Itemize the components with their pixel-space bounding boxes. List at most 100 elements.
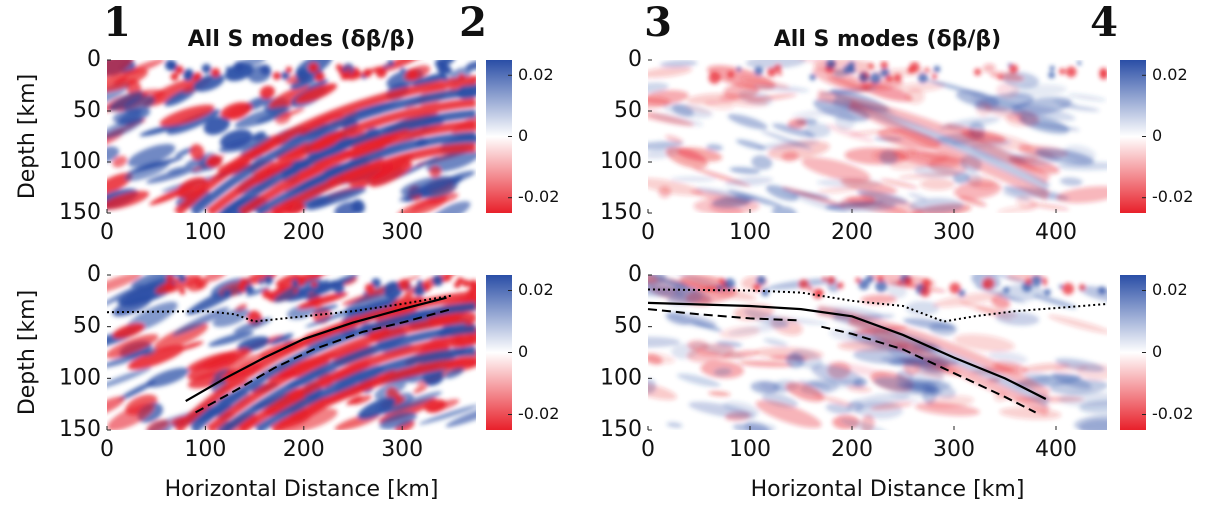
texture-blob (666, 422, 683, 428)
texture-blob (887, 281, 907, 299)
texture-blob (889, 393, 921, 403)
texture-blob (445, 404, 476, 428)
texture-blob (939, 116, 1001, 130)
x-tick-label: 400 (1035, 437, 1077, 462)
texture-speckle (847, 61, 856, 69)
texture-speckle (718, 277, 726, 285)
texture-blob (127, 143, 176, 168)
texture-blob (1052, 99, 1078, 107)
texture-blob (667, 291, 703, 306)
texture-blob (982, 63, 996, 73)
texture-speckle (192, 73, 201, 82)
texture-blob (688, 401, 757, 419)
texture-blob (465, 61, 476, 71)
texture-blob (719, 326, 760, 340)
texture-blob (840, 418, 889, 430)
texture-blob (732, 423, 776, 430)
texture-speckle (877, 275, 884, 282)
panel-number: 2 (459, 0, 487, 46)
texture-blob (929, 322, 957, 336)
texture-speckle (468, 279, 476, 289)
texture-blob (227, 105, 249, 121)
texture-blob (107, 146, 120, 163)
x-tick-label: 300 (381, 437, 423, 462)
texture-blob (204, 347, 250, 370)
tomography-image (648, 275, 1107, 430)
texture-blob (412, 73, 447, 88)
texture-blob (873, 376, 942, 396)
texture-blob (648, 109, 695, 126)
texture-blob (781, 186, 846, 208)
texture-speckle (387, 60, 395, 67)
texture-speckle (1025, 278, 1032, 285)
texture-blob (121, 276, 174, 307)
texture-blob (212, 308, 250, 328)
texture-blob (772, 123, 816, 138)
colorbar-tick-label: 0 (518, 342, 528, 361)
texture-blob (382, 60, 429, 72)
interpretation-line (185, 296, 447, 403)
texture-blob (1019, 115, 1070, 134)
texture-blob (908, 197, 964, 213)
texture-blob (933, 292, 1004, 308)
texture-blob (991, 296, 1011, 309)
texture-blob (256, 113, 278, 124)
texture-band (270, 357, 476, 430)
texture-blob (1022, 363, 1071, 372)
texture-blob (295, 68, 310, 83)
texture-speckle (917, 73, 928, 84)
texture-blob (1059, 177, 1083, 186)
texture-blob (174, 147, 195, 158)
texture-blob (107, 117, 144, 139)
texture-blob (713, 367, 732, 377)
texture-blob (960, 129, 1006, 143)
texture-blob (342, 276, 358, 286)
texture-blob (287, 304, 316, 320)
texture-blob (648, 275, 658, 285)
texture-blob (677, 373, 721, 387)
texture-speckle (363, 68, 372, 78)
texture-blob (880, 178, 918, 189)
texture-speckle (364, 283, 375, 294)
tomography-image (648, 60, 1107, 213)
texture-speckle (296, 289, 303, 295)
texture-blob (192, 73, 225, 92)
texture-speckle (723, 278, 736, 290)
texture-blob (953, 334, 1015, 352)
texture-speckle (277, 283, 286, 292)
texture-blob (926, 395, 975, 409)
texture-blob (708, 202, 744, 213)
texture-speckle (1042, 277, 1048, 283)
texture-blob (648, 352, 675, 365)
texture-blob (208, 331, 254, 347)
colorbar-tick-label: 0.02 (518, 280, 554, 299)
texture-speckle (174, 65, 184, 75)
texture-speckle (222, 289, 232, 298)
texture-speckle (413, 284, 426, 297)
x-tick-label: 300 (933, 437, 975, 462)
texture-blob (763, 338, 788, 347)
texture-blob (648, 275, 698, 293)
texture-blob (237, 336, 270, 352)
texture-blob (659, 60, 698, 68)
texture-blob (146, 167, 196, 184)
texture-blob (706, 144, 723, 152)
texture-blob (305, 275, 359, 300)
texture-speckle (258, 279, 264, 285)
texture-blob (334, 201, 362, 213)
texture-blob (754, 347, 824, 361)
x-tick-label: 200 (831, 220, 873, 245)
texture-blob (444, 367, 465, 379)
texture-blob (178, 341, 204, 351)
texture-speckle (931, 73, 938, 80)
texture-blob (1035, 148, 1095, 166)
texture-blob (107, 172, 133, 196)
y-tick-label: 50 (614, 314, 642, 339)
texture-speckle (1030, 275, 1042, 287)
texture-blob (429, 165, 442, 178)
y-tick-label: 50 (614, 98, 642, 123)
colorbar-tick-label: 0 (1152, 342, 1162, 361)
texture-blob (721, 350, 760, 360)
texture-speckle (1058, 284, 1064, 289)
texture-speckle (383, 64, 388, 69)
